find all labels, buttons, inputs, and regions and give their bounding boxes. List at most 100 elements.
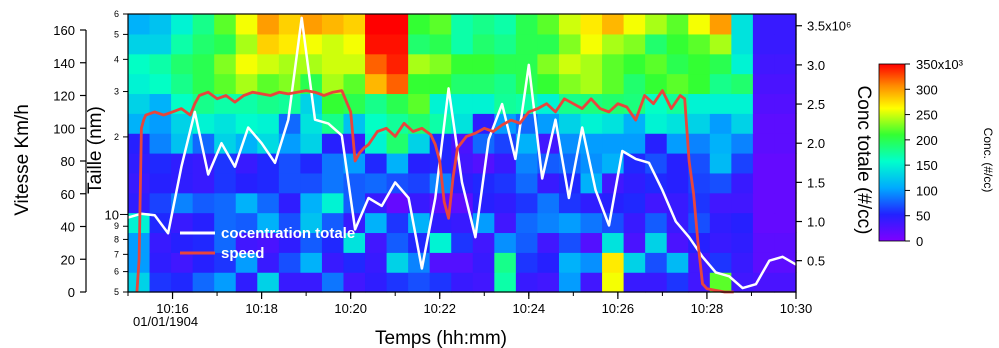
heatmap-cell <box>214 14 237 35</box>
heatmap-cell <box>429 272 452 293</box>
heatmap-cell <box>257 153 280 174</box>
colorbar-tick-label: 350x10³ <box>916 57 964 72</box>
heatmap-cell <box>688 153 711 174</box>
heatmap-cell <box>408 272 431 293</box>
heatmap-cell <box>623 172 646 194</box>
heatmap-cell <box>666 73 689 95</box>
heatmap-cell <box>645 192 668 214</box>
heatmap-cell <box>623 113 646 134</box>
heatmap-cell <box>731 33 754 55</box>
heatmap-cell <box>214 212 237 234</box>
heatmap-cell <box>709 192 732 214</box>
heatmap-cell <box>429 53 452 75</box>
heatmap-cell <box>515 172 539 194</box>
heatmap-cell <box>558 113 582 134</box>
heatmap-cell <box>623 232 646 253</box>
heatmap-cell <box>558 192 582 214</box>
heatmap-cell <box>752 252 776 273</box>
heatmap-cell <box>666 33 689 55</box>
heatmap-cell <box>300 153 323 174</box>
heatmap-cell <box>623 272 646 293</box>
heatmap-cell <box>494 172 517 194</box>
right-axis-tick-label: 3.5x10⁶ <box>807 19 851 34</box>
heatmap-cell <box>602 53 625 75</box>
heatmap-cell <box>709 113 732 134</box>
heatmap-cell <box>558 212 582 234</box>
left-y-axis-title: Vitesse Km/h <box>12 104 33 216</box>
heatmap-cell <box>235 113 258 134</box>
heatmap-cell <box>602 172 625 194</box>
heatmap-cell <box>300 272 323 293</box>
left-axis-tick-label: 100 <box>53 121 75 136</box>
heatmap-cell <box>709 53 732 75</box>
heatmap-cell <box>623 33 646 55</box>
heatmap-cell <box>408 14 431 35</box>
inner-y-axis-title: Taille (nm) <box>85 106 106 194</box>
left-axis-tick-label: 0 <box>68 285 75 300</box>
heatmap-cell <box>580 33 603 55</box>
heatmap-cell <box>214 232 237 253</box>
heatmap-cell <box>257 232 280 253</box>
heatmap-cell <box>472 232 495 253</box>
heatmap-cell <box>645 252 668 273</box>
heatmap-cell <box>171 172 194 194</box>
heatmap-cell <box>752 93 776 114</box>
heatmap-cell <box>128 93 151 114</box>
inner-axis-tick-label: 4 <box>114 54 119 64</box>
inner-axis-tick-label: 6 <box>114 267 119 277</box>
heatmap-cell <box>752 153 776 174</box>
heatmap-cell <box>321 33 345 55</box>
heatmap-cell <box>171 14 194 35</box>
heatmap-cell <box>752 232 776 253</box>
heatmap-cell <box>774 153 797 174</box>
series-lines <box>127 16 797 294</box>
heatmap-cell <box>537 153 560 174</box>
heatmap-cell <box>774 53 797 75</box>
heatmap-cell <box>278 33 301 55</box>
heatmap-cell <box>451 93 474 114</box>
x-axis-tick-label: 10:18 <box>245 301 278 316</box>
heatmap-cell <box>688 133 711 154</box>
heatmap-cell <box>429 33 452 55</box>
heatmap-cell <box>321 252 345 273</box>
heatmap-cell <box>192 172 215 194</box>
left-axis-tick-label: 20 <box>61 252 75 267</box>
x-axis-tick-label: 10:20 <box>334 301 367 316</box>
heatmap-cell <box>257 33 280 55</box>
heatmap-cell <box>343 272 366 293</box>
heatmap-cell <box>666 232 689 253</box>
heatmap-cell <box>688 113 711 134</box>
heatmap-cell <box>257 212 280 234</box>
heatmap-cell <box>602 212 625 234</box>
heatmap-cell <box>558 133 582 154</box>
heatmap-cell <box>774 192 797 214</box>
heatmap-cell <box>214 172 237 194</box>
heatmap-cell <box>731 212 754 234</box>
heatmap-cell <box>774 133 797 154</box>
heatmap-cell <box>365 93 388 114</box>
heatmap-cell <box>472 272 495 293</box>
heatmap-cell <box>537 14 560 35</box>
heatmap-cell <box>149 73 172 95</box>
left-axis-tick-label: 40 <box>61 220 75 235</box>
colorbar-tick-label: 300 <box>916 82 938 97</box>
colorbar-tick-label: 250 <box>916 108 938 123</box>
heatmap-cell <box>537 53 560 75</box>
legend-label-concentration: cocentration totale <box>221 225 355 242</box>
heatmap-cell <box>171 93 194 114</box>
heatmap-cell <box>214 53 237 75</box>
inner-axis-tick-label: 9 <box>114 221 119 231</box>
heatmap-cell <box>645 53 668 75</box>
heatmap-cell <box>128 133 151 154</box>
heatmap-cell <box>128 113 151 134</box>
heatmap-cell <box>365 33 388 55</box>
heatmap-cell <box>752 212 776 234</box>
colorbar-tick-label: 150 <box>916 158 938 173</box>
heatmap-cell <box>386 113 409 134</box>
heatmap-cell <box>343 73 366 95</box>
heatmap-cell <box>558 53 582 75</box>
heatmap-cell <box>365 153 388 174</box>
heatmap-cell <box>602 232 625 253</box>
heatmap-cell <box>408 133 431 154</box>
heatmap-cell <box>386 14 409 35</box>
